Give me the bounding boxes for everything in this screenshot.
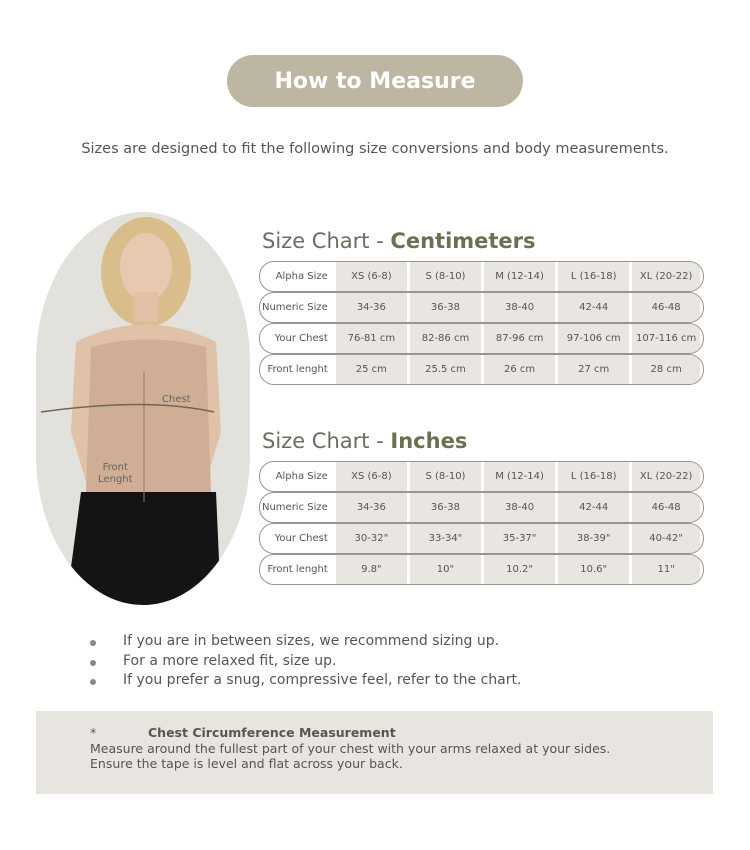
table-cell: XL (20-22) xyxy=(632,262,701,291)
table-cell: 76-81 cm xyxy=(335,324,407,353)
table-row: Numeric Size 34-36 36-38 38-40 42-44 46-48 xyxy=(259,292,704,323)
table-cell: XL (20-22) xyxy=(632,462,701,491)
row-label: Alpha Size xyxy=(275,271,328,282)
table-row: Alpha Size XS (6-8) S (8-10) M (12-14) L (16… xyxy=(259,261,704,292)
cm-chart-title: Size Chart - Centimeters xyxy=(262,229,536,253)
table-cell: 36-38 xyxy=(409,293,482,322)
table-cell: S (8-10) xyxy=(409,262,482,291)
row-label: Your Chest xyxy=(274,533,328,544)
table-cell: S (8-10) xyxy=(409,462,482,491)
table-cell: 25 cm xyxy=(335,355,407,384)
table-cell: 34-36 xyxy=(335,493,407,522)
table-cell: 28 cm xyxy=(632,355,701,384)
table-cell: 25.5 cm xyxy=(409,355,482,384)
table-cell: 38-40 xyxy=(484,293,556,322)
row-label: Front lenght xyxy=(267,564,328,575)
how-to-measure-button[interactable]: How to Measure xyxy=(227,55,523,107)
table-cell: 97-106 cm xyxy=(558,324,630,353)
table-cell: 10" xyxy=(409,555,482,584)
table-cell: 33-34" xyxy=(409,524,482,553)
table-row: Your Chest 30-32" 33-34" 35-37" 38-39" 40-42" xyxy=(259,523,704,554)
table-cell: L (16-18) xyxy=(558,462,630,491)
list-item: If you are in between sizes, we recommen… xyxy=(90,632,521,652)
table-cell: 27 cm xyxy=(558,355,630,384)
table-cell: XS (6-8) xyxy=(335,462,407,491)
model-photo xyxy=(36,212,250,605)
table-row: Numeric Size 34-36 36-38 38-40 42-44 46-48 xyxy=(259,492,704,523)
row-label: Numeric Size xyxy=(261,302,328,313)
row-label: Your Chest xyxy=(274,333,328,344)
row-label: Front lenght xyxy=(267,364,328,375)
table-cell: 36-38 xyxy=(409,493,482,522)
table-cell: 87-96 cm xyxy=(484,324,556,353)
table-row: Alpha Size XS (6-8) S (8-10) M (12-14) L (16… xyxy=(259,461,704,492)
table-cell: 10.6" xyxy=(558,555,630,584)
table-cell: 40-42" xyxy=(632,524,701,553)
inches-chart-title: Size Chart - Inches xyxy=(262,429,468,453)
table-cell: M (12-14) xyxy=(484,262,556,291)
table-cell: 38-39" xyxy=(558,524,630,553)
list-item: If you prefer a snug, compressive feel, … xyxy=(90,671,521,691)
table-cell: 35-37" xyxy=(484,524,556,553)
chest-label: Chest xyxy=(162,394,191,405)
intro-text: Sizes are designed to fit the following … xyxy=(81,141,669,157)
note-line: Measure around the fullest part of your … xyxy=(90,740,611,756)
table-cell: 10.2" xyxy=(484,555,556,584)
row-label: Alpha Size xyxy=(275,471,328,482)
table-cell: 38-40 xyxy=(484,493,556,522)
table-cell: 34-36 xyxy=(335,293,407,322)
front-length-label: Front Lenght xyxy=(98,462,133,485)
table-cell: 42-44 xyxy=(558,293,630,322)
inches-size-table: Alpha Size XS (6-8) S (8-10) M (12-14) L (16… xyxy=(259,461,704,585)
table-row: Your Chest 76-81 cm 82-86 cm 87-96 cm 97-106… xyxy=(259,323,704,354)
table-cell: 9.8" xyxy=(335,555,407,584)
fit-tips-list: If you are in between sizes, we recommen… xyxy=(90,632,521,691)
table-row: Front lenght 9.8" 10" 10.2" 10.6" 11" xyxy=(259,554,704,585)
table-cell: 46-48 xyxy=(632,493,701,522)
table-row: Front lenght 25 cm 25.5 cm 26 cm 27 cm 28 cm xyxy=(259,354,704,385)
table-cell: 82-86 cm xyxy=(409,324,482,353)
measurement-note: * Chest Circumference Measurement Measure… xyxy=(36,711,713,794)
table-cell: L (16-18) xyxy=(558,262,630,291)
row-label: Numeric Size xyxy=(261,502,328,513)
table-cell: 30-32" xyxy=(335,524,407,553)
table-cell: 42-44 xyxy=(558,493,630,522)
table-cell: XS (6-8) xyxy=(335,262,407,291)
note-line: Ensure the tape is level and flat across… xyxy=(90,756,403,771)
table-cell: 11" xyxy=(632,555,701,584)
table-cell: M (12-14) xyxy=(484,462,556,491)
table-cell: 107-116 cm xyxy=(632,324,701,353)
list-item: For a more relaxed fit, size up. xyxy=(90,652,521,672)
cm-size-table: Alpha Size XS (6-8) S (8-10) M (12-14) L (16… xyxy=(259,261,704,385)
table-cell: 46-48 xyxy=(632,293,701,322)
table-cell: 26 cm xyxy=(484,355,556,384)
